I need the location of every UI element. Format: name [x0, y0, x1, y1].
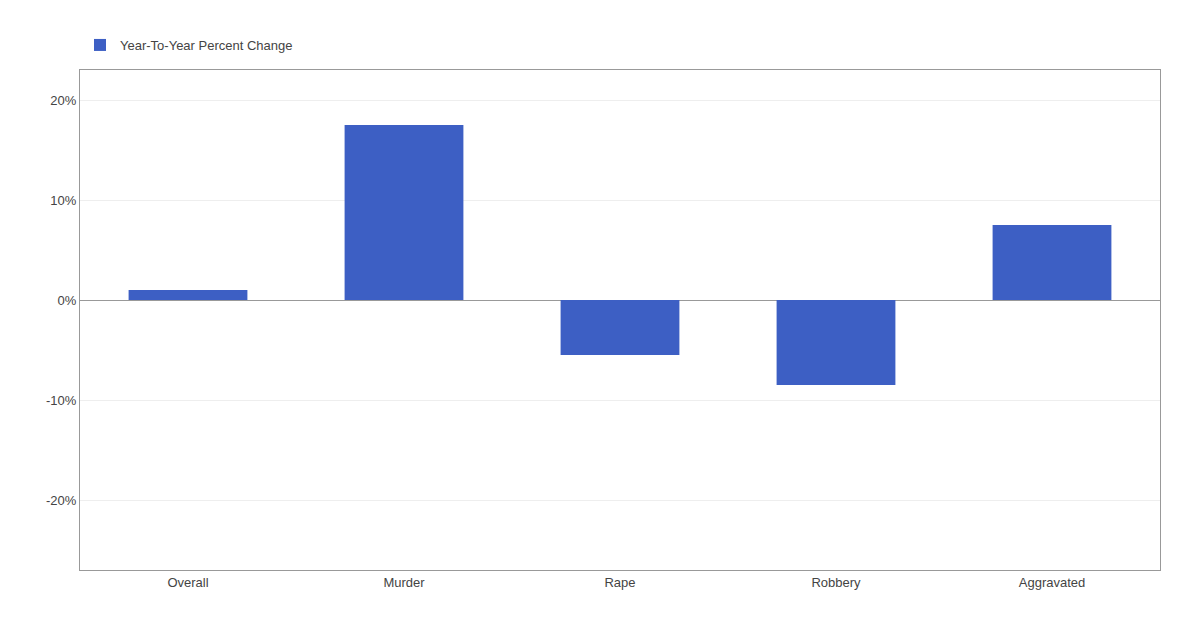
svg-text:-10%: -10% — [46, 393, 77, 408]
svg-text:Robbery: Robbery — [811, 575, 861, 590]
svg-text:Overall: Overall — [167, 575, 208, 590]
svg-text:Year-To-Year Percent Change: Year-To-Year Percent Change — [120, 38, 293, 53]
svg-text:10%: 10% — [50, 193, 76, 208]
svg-text:-20%: -20% — [46, 493, 77, 508]
svg-text:Rape: Rape — [604, 575, 635, 590]
svg-text:Murder: Murder — [383, 575, 425, 590]
svg-text:0%: 0% — [58, 293, 77, 308]
svg-text:Aggravated: Aggravated — [1019, 575, 1086, 590]
svg-text:20%: 20% — [50, 93, 76, 108]
